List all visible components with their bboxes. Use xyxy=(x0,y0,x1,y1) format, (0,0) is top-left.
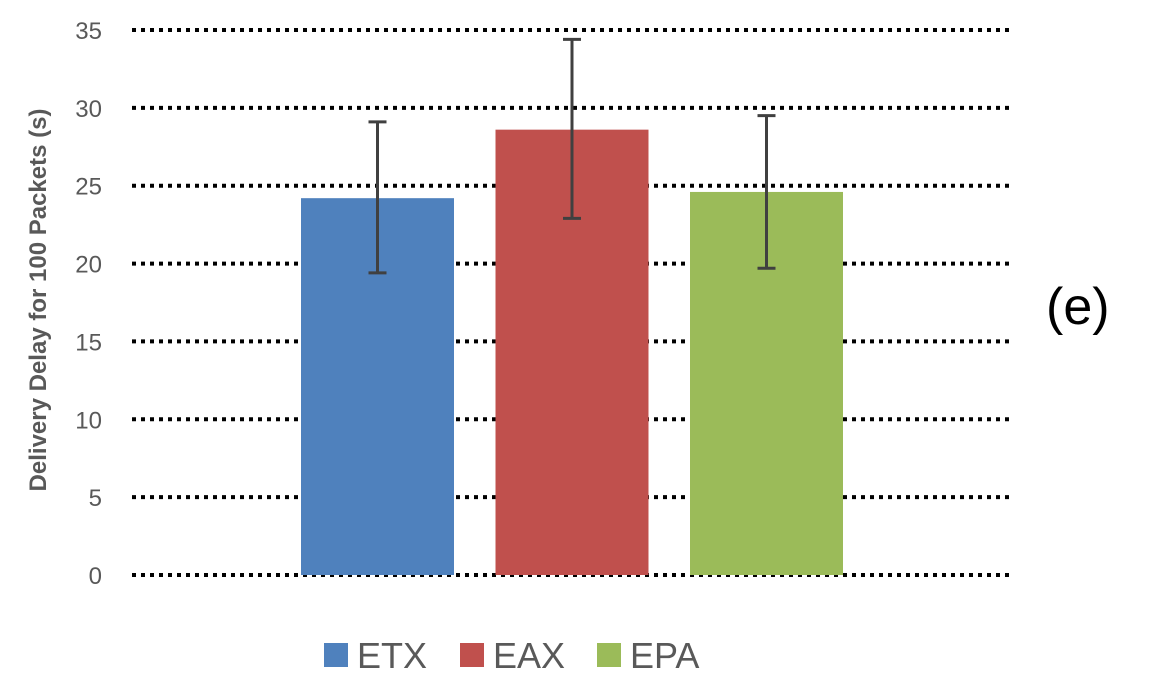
y-tick-label: 10 xyxy=(75,407,102,434)
legend-swatch-etx xyxy=(324,643,348,667)
legend-swatch-eax xyxy=(460,643,484,667)
y-tick-label: 30 xyxy=(75,96,102,123)
legend-label-etx: ETX xyxy=(357,635,427,676)
legend-swatch-epa xyxy=(597,643,621,667)
y-tick-label: 0 xyxy=(89,563,102,590)
legend: ETX EAX EPA xyxy=(324,635,699,676)
error-bars xyxy=(368,37,776,275)
y-tick-label: 35 xyxy=(75,18,102,45)
panel-label: (e) xyxy=(1046,278,1110,336)
y-tick-label: 15 xyxy=(75,329,102,356)
y-tick-label: 20 xyxy=(75,252,102,279)
y-axis-label: Delivery Delay for 100 Packets (s) xyxy=(25,109,52,492)
y-tick-label: 25 xyxy=(75,174,102,201)
gridlines xyxy=(132,28,1012,577)
y-tick-label: 5 xyxy=(89,485,102,512)
legend-label-eax: EAX xyxy=(493,635,565,676)
y-axis-ticks: 0 5 10 15 20 25 30 35 xyxy=(75,18,102,590)
legend-label-epa: EPA xyxy=(630,635,699,676)
